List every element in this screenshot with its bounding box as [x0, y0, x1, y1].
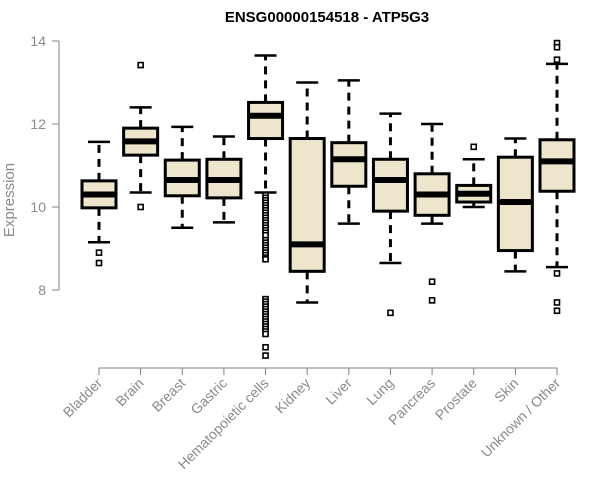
y-tick-label: 10 — [30, 199, 46, 215]
outlier-point — [553, 299, 561, 306]
outlier-point — [137, 61, 144, 69]
box-group — [163, 125, 201, 229]
y-tick-label: 12 — [30, 116, 46, 132]
x-tick-label: Prostate — [432, 375, 480, 423]
outlier-point — [262, 255, 269, 263]
iqr-box — [247, 100, 285, 141]
outlier-point — [553, 307, 561, 315]
iqr-box — [538, 138, 576, 193]
x-tick-label: Kidney — [272, 375, 314, 417]
outlier-point — [262, 352, 269, 359]
x-tick-label: Breast — [148, 375, 188, 415]
outlier-point — [470, 143, 478, 151]
iqr-box — [330, 141, 368, 188]
outlier-point — [553, 270, 561, 277]
box-group — [413, 122, 451, 304]
x-tick-label: Bladder — [60, 375, 106, 421]
box-group — [538, 39, 576, 315]
box-group — [496, 137, 534, 273]
iqr-box — [371, 157, 409, 213]
box-group — [288, 81, 326, 304]
outlier-point — [95, 249, 103, 256]
outlier-point — [428, 278, 436, 286]
x-tick-label: Lung — [363, 375, 396, 408]
outlier-point — [553, 56, 561, 63]
outlier-point — [262, 343, 269, 351]
chart-title: ENSG00000154518 - ATP5G3 — [225, 9, 429, 26]
y-axis: 8 10 12 14 — [30, 33, 60, 298]
x-tick-label: Skin — [491, 375, 522, 406]
outlier-point — [387, 309, 394, 317]
x-tick-label: Liver — [322, 375, 355, 408]
box-group — [247, 54, 285, 359]
outlier-point — [137, 203, 144, 211]
y-tick-label: 8 — [38, 282, 46, 298]
outlier-point — [95, 259, 103, 267]
outlier-point — [553, 43, 561, 51]
y-tick-label: 14 — [30, 33, 46, 49]
iqr-box — [288, 137, 326, 273]
outlier-point — [428, 297, 436, 304]
outlier-point — [262, 330, 269, 338]
boxes — [80, 39, 576, 359]
box-group — [205, 135, 243, 224]
y-axis-label: Expression — [1, 163, 18, 237]
box-group — [80, 140, 118, 267]
box-group — [371, 112, 409, 317]
x-tick-label: Unknown / Other — [478, 375, 564, 461]
box-group — [455, 143, 493, 209]
box-group — [122, 61, 160, 211]
box-group — [330, 79, 368, 225]
x-tick-label: Brain — [112, 375, 146, 409]
